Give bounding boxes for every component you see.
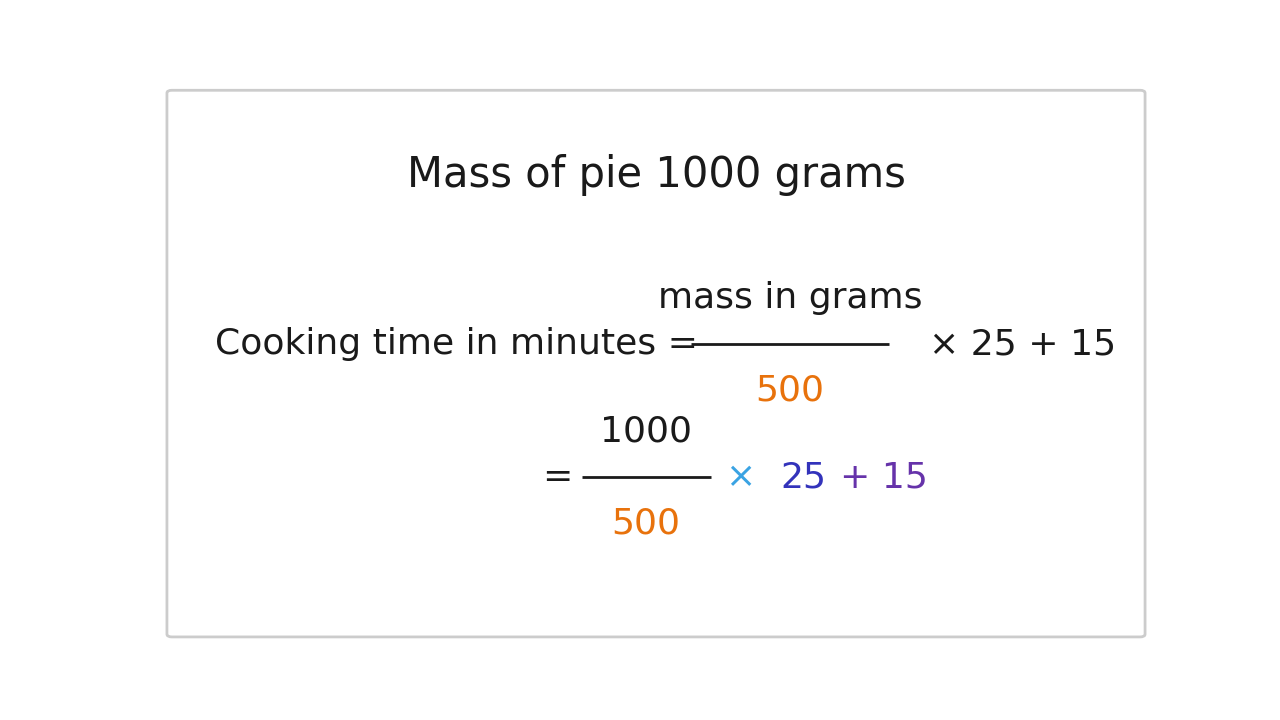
Text: 1000: 1000: [600, 415, 692, 449]
Text: × 25 + 15: × 25 + 15: [929, 327, 1116, 361]
Text: + 15: + 15: [840, 460, 928, 494]
Text: 500: 500: [755, 373, 824, 407]
Text: mass in grams: mass in grams: [658, 282, 922, 315]
Text: 25: 25: [780, 460, 826, 494]
Text: Mass of pie 1000 grams: Mass of pie 1000 grams: [407, 154, 905, 196]
Text: 500: 500: [612, 506, 681, 540]
Text: =: =: [541, 460, 572, 494]
FancyBboxPatch shape: [166, 90, 1146, 637]
Text: ×: ×: [726, 460, 755, 494]
Text: Cooking time in minutes =: Cooking time in minutes =: [215, 327, 698, 361]
